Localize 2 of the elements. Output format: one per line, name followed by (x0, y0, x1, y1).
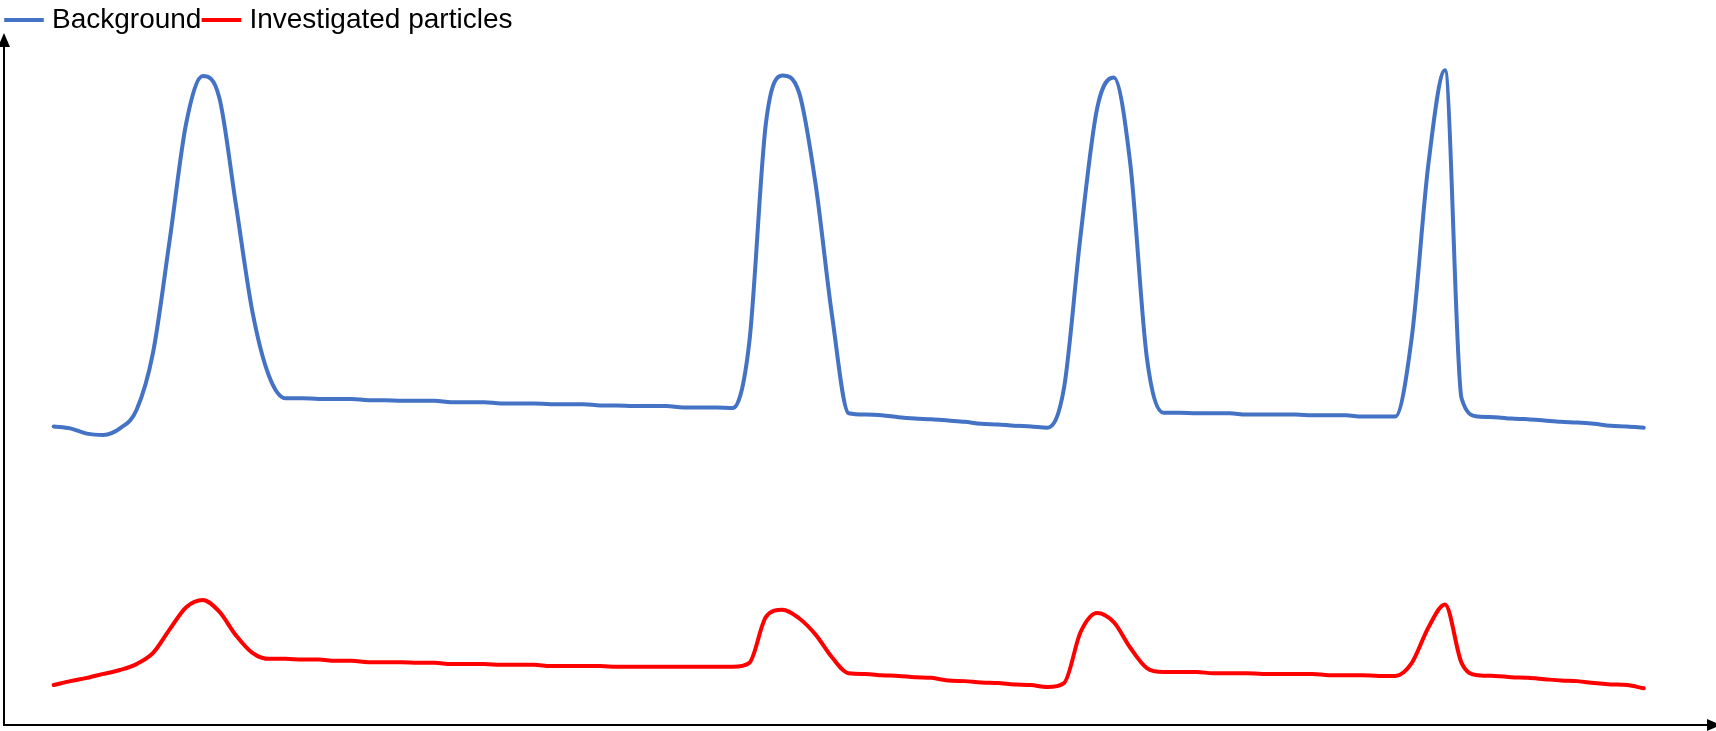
legend-label: Background (52, 2, 202, 34)
legend-label: Investigated particles (249, 2, 513, 34)
